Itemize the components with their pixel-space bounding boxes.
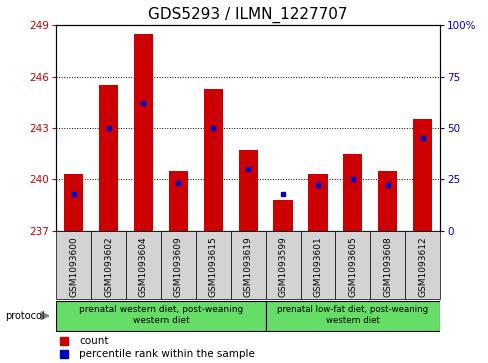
Bar [265, 231, 300, 299]
Bar [343, 154, 362, 231]
Bar [91, 231, 126, 299]
Bar [238, 150, 257, 231]
Bar [134, 34, 153, 231]
Text: GSM1093601: GSM1093601 [313, 236, 322, 297]
Bar [308, 174, 327, 231]
Text: count: count [79, 336, 108, 346]
Text: GSM1093615: GSM1093615 [208, 236, 217, 297]
Bar [230, 231, 265, 299]
Text: prenatal western diet, post-weaning
western diet: prenatal western diet, post-weaning west… [79, 305, 243, 325]
Bar [126, 231, 161, 299]
Bar [195, 231, 230, 299]
Bar [99, 85, 118, 231]
Title: GDS5293 / ILMN_1227707: GDS5293 / ILMN_1227707 [148, 7, 347, 23]
Bar [273, 200, 292, 231]
Text: percentile rank within the sample: percentile rank within the sample [79, 349, 255, 359]
Bar [377, 171, 397, 231]
Bar [300, 231, 335, 299]
Bar [161, 231, 195, 299]
Text: GSM1093619: GSM1093619 [243, 236, 252, 297]
Text: GSM1093602: GSM1093602 [104, 236, 113, 297]
Text: GSM1093599: GSM1093599 [278, 236, 287, 297]
Bar [265, 301, 439, 330]
Bar [168, 171, 187, 231]
Text: protocol: protocol [5, 311, 44, 321]
Bar [335, 231, 369, 299]
Bar [405, 231, 439, 299]
Text: GSM1093608: GSM1093608 [383, 236, 391, 297]
Bar [56, 301, 265, 330]
Bar [369, 231, 405, 299]
Text: GSM1093609: GSM1093609 [174, 236, 183, 297]
Bar [203, 89, 223, 231]
Text: GSM1093605: GSM1093605 [347, 236, 357, 297]
Text: GSM1093612: GSM1093612 [417, 236, 427, 297]
Text: GSM1093600: GSM1093600 [69, 236, 78, 297]
Text: prenatal low-fat diet, post-weaning
western diet: prenatal low-fat diet, post-weaning west… [277, 305, 427, 325]
Bar [56, 231, 91, 299]
Text: GSM1093604: GSM1093604 [139, 236, 148, 297]
Bar [64, 174, 83, 231]
Bar [412, 119, 431, 231]
